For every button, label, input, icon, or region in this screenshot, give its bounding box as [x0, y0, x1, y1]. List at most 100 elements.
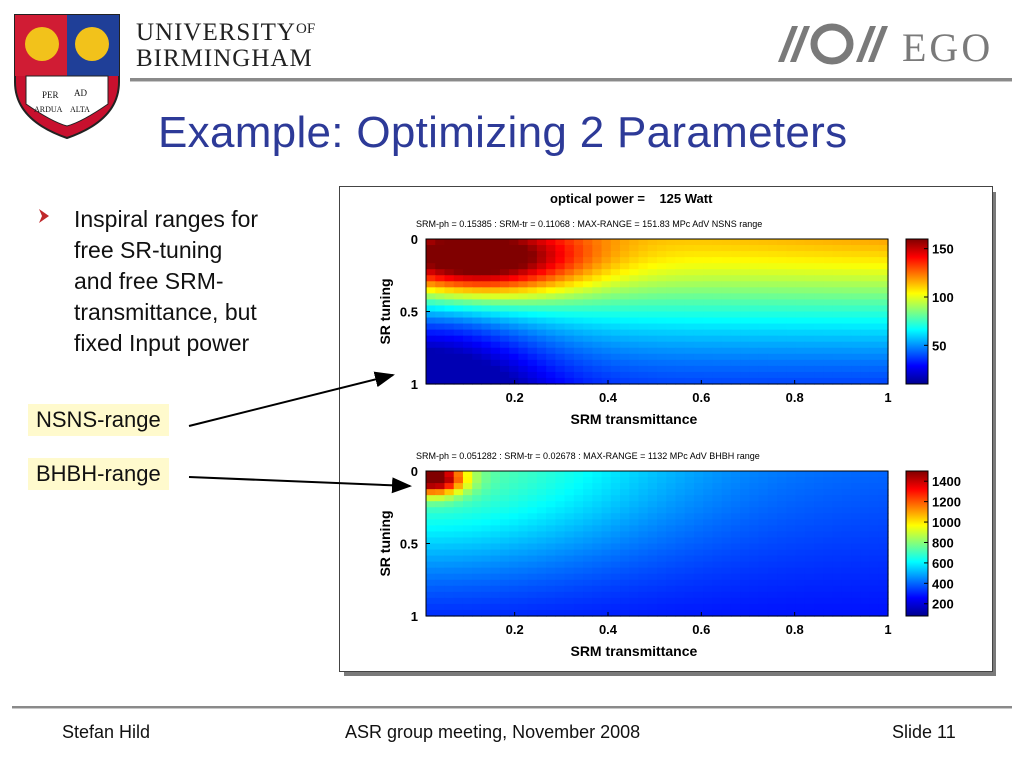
heatmap-cell	[786, 275, 797, 282]
heatmap-cell	[823, 567, 834, 575]
heatmap-cell	[592, 365, 603, 373]
heatmap-cell	[601, 483, 612, 490]
heatmap-cell	[740, 501, 750, 508]
heatmap-cell	[721, 311, 732, 319]
heatmap-cell	[878, 359, 889, 367]
heatmap-cell	[481, 281, 492, 288]
heatmap-cell	[666, 549, 677, 557]
heatmap-cell	[758, 489, 769, 496]
heatmap-cell	[814, 513, 824, 520]
heatmap-cell	[786, 525, 797, 533]
heatmap-cell	[481, 317, 492, 325]
heatmap-cell	[878, 525, 889, 533]
heatmap-cell	[851, 239, 861, 246]
heatmap-cell	[462, 263, 473, 270]
heatmap-cell	[647, 329, 658, 337]
heatmap-cell	[490, 597, 501, 605]
heatmap-cell	[786, 603, 797, 611]
heatmap-cell	[740, 579, 750, 587]
heatmap-cell	[490, 579, 501, 587]
heatmap-cell	[509, 489, 519, 496]
heatmap-cell	[583, 347, 593, 355]
heatmap-cell	[841, 323, 852, 331]
heatmap-cell	[684, 305, 695, 313]
heatmap-cell	[620, 329, 630, 337]
heatmap-cell	[730, 317, 741, 325]
heatmap-cell	[509, 305, 519, 313]
heatmap-cell	[767, 329, 778, 337]
heatmap-cell	[518, 347, 529, 355]
heatmap-cell	[878, 609, 889, 617]
heatmap-cell	[444, 353, 455, 361]
heatmap-cell	[869, 543, 880, 551]
heatmap-cell	[693, 471, 704, 478]
heatmap-cell	[647, 341, 658, 349]
heatmap-cell	[758, 257, 769, 264]
heatmap-cell	[638, 555, 649, 563]
heatmap-cell	[583, 251, 593, 258]
heatmap-cell	[657, 251, 667, 258]
heatmap-cell	[693, 549, 704, 557]
heatmap-cell	[444, 585, 455, 593]
heatmap-cell	[878, 561, 889, 569]
heatmap-cell	[638, 597, 649, 605]
heatmap-cell	[860, 287, 871, 294]
heatmap-cell	[703, 591, 714, 599]
heatmap-cell	[740, 471, 750, 478]
heatmap-cell	[712, 477, 723, 484]
heatmap-cell	[666, 311, 677, 319]
heatmap-cell	[564, 305, 575, 313]
heatmap-cell	[573, 347, 584, 355]
heatmap-cell	[546, 561, 556, 569]
heatmap-cell	[546, 365, 556, 373]
header-divider	[130, 78, 1012, 82]
heatmap-cell	[583, 531, 593, 539]
heatmap-cell	[721, 567, 732, 575]
heatmap-cell	[869, 525, 880, 533]
heatmap-cell	[740, 251, 750, 258]
heatmap-cell	[462, 371, 473, 379]
heatmap-cell	[804, 377, 815, 385]
heatmap-cell	[490, 299, 501, 307]
heatmap-cell	[490, 329, 501, 337]
heatmap-cell	[795, 347, 806, 355]
heatmap-cell	[804, 245, 815, 252]
heatmap-cell	[786, 311, 797, 319]
heatmap-cell	[832, 489, 843, 496]
heatmap-cell	[462, 483, 473, 490]
heatmap-cell	[629, 507, 640, 514]
heatmap-cell	[583, 537, 593, 545]
heatmap-cell	[518, 365, 529, 373]
heatmap-cell	[453, 353, 464, 361]
heatmap-cell	[684, 359, 695, 367]
heatmap-cell	[804, 311, 815, 319]
heatmap-cell	[426, 245, 436, 252]
heatmap-cell	[804, 359, 815, 367]
heatmap-cell	[518, 299, 529, 307]
heatmap-cell	[481, 495, 492, 502]
heatmap-cell	[564, 287, 575, 294]
heatmap-cell	[684, 293, 695, 301]
heatmap-cell	[472, 245, 483, 252]
heatmap-cell	[462, 329, 473, 337]
heatmap-cell	[647, 305, 658, 313]
heatmap-cell	[657, 365, 667, 373]
heatmap-cell	[638, 257, 649, 264]
heatmap-cell	[647, 353, 658, 361]
heatmap-cell	[555, 347, 566, 355]
heatmap-cell	[435, 263, 446, 270]
heatmap-cell	[841, 567, 852, 575]
heatmap-cell	[767, 477, 778, 484]
heatmap-cell	[869, 257, 880, 264]
heatmap-cell	[758, 531, 769, 539]
heatmap-cell	[638, 507, 649, 514]
heatmap-cell	[832, 257, 843, 264]
heatmap-cell	[435, 579, 446, 587]
heatmap-cell	[823, 573, 834, 581]
heatmap-cell	[555, 501, 566, 508]
heatmap-cell	[795, 323, 806, 331]
heatmap-cell	[546, 543, 556, 551]
heatmap-cell	[869, 483, 880, 490]
heatmap-cell	[832, 281, 843, 288]
heatmap-cell	[749, 501, 760, 508]
